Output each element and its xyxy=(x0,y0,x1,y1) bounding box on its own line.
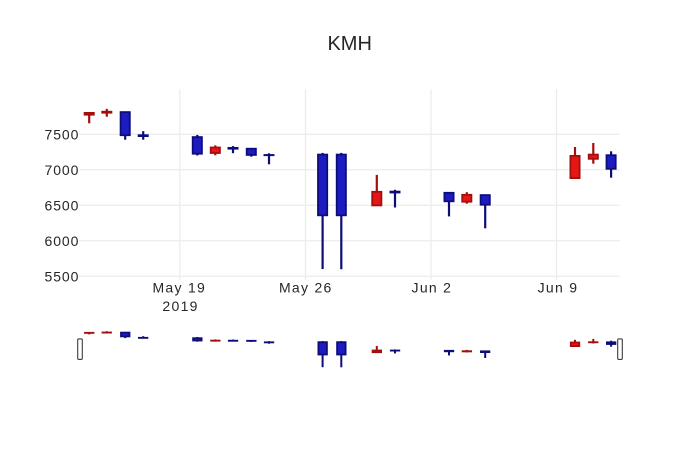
svg-text:5500: 5500 xyxy=(45,269,80,285)
svg-text:May 26: May 26 xyxy=(279,280,333,296)
svg-text:Jun 9: Jun 9 xyxy=(538,280,579,296)
svg-text:KMH: KMH xyxy=(327,33,371,55)
svg-text:2019: 2019 xyxy=(162,298,198,314)
svg-text:7500: 7500 xyxy=(45,127,80,143)
svg-text:Jun 2: Jun 2 xyxy=(412,280,453,296)
svg-text:6000: 6000 xyxy=(45,233,80,249)
svg-text:May 19: May 19 xyxy=(152,280,206,296)
svg-text:6500: 6500 xyxy=(45,198,80,214)
svg-text:7000: 7000 xyxy=(45,162,80,178)
